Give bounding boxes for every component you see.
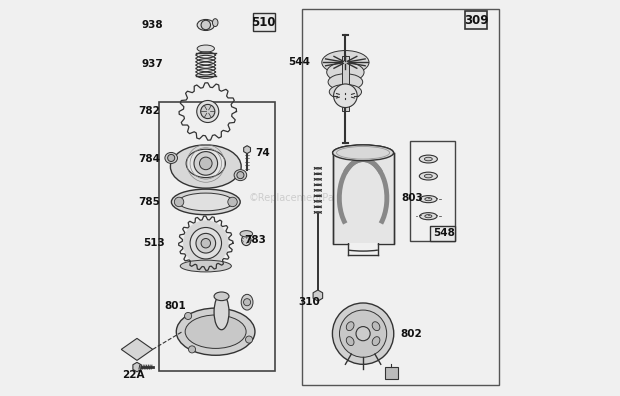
Text: 544: 544 [288,57,310,67]
Text: 548: 548 [433,228,454,238]
Ellipse shape [372,337,380,346]
Ellipse shape [425,157,432,161]
Ellipse shape [329,84,361,99]
Bar [159,102,275,371]
Circle shape [188,346,195,353]
Circle shape [340,310,387,357]
Text: 513: 513 [143,238,165,248]
Ellipse shape [419,172,437,180]
Circle shape [200,157,212,170]
Ellipse shape [322,51,369,74]
Circle shape [237,171,244,179]
Ellipse shape [171,189,240,215]
Ellipse shape [332,145,394,161]
Ellipse shape [420,196,437,203]
Ellipse shape [327,62,364,82]
Polygon shape [244,146,250,154]
Circle shape [201,238,211,248]
Circle shape [185,312,192,320]
Circle shape [244,299,250,306]
Ellipse shape [186,149,226,177]
Ellipse shape [240,230,252,237]
Polygon shape [133,362,141,372]
Text: 801: 801 [164,301,186,311]
Circle shape [356,327,370,341]
Text: 785: 785 [138,197,160,207]
Ellipse shape [180,260,231,272]
Polygon shape [122,338,153,360]
Ellipse shape [241,294,253,310]
Bar [466,11,487,29]
Ellipse shape [328,74,363,90]
Ellipse shape [214,292,229,301]
Text: 803: 803 [401,193,423,203]
Circle shape [190,227,221,259]
Circle shape [174,197,184,207]
Ellipse shape [170,145,241,188]
Ellipse shape [425,174,432,178]
Ellipse shape [332,145,394,161]
Ellipse shape [234,169,247,181]
Text: 309: 309 [464,13,489,27]
Text: 802: 802 [401,329,422,339]
Circle shape [196,233,216,253]
Ellipse shape [242,234,251,246]
Bar [342,57,348,112]
Circle shape [201,105,215,118]
Text: 74: 74 [255,148,270,158]
Ellipse shape [420,213,437,220]
Text: 782: 782 [138,107,160,116]
Circle shape [334,84,357,108]
Bar [253,13,275,31]
Ellipse shape [419,155,437,163]
Ellipse shape [165,152,177,164]
Ellipse shape [372,322,380,331]
Circle shape [332,303,394,364]
Text: 937: 937 [141,59,163,69]
Text: 783: 783 [244,235,266,245]
Ellipse shape [425,215,432,218]
Ellipse shape [176,308,255,355]
Ellipse shape [213,19,218,27]
Text: 510: 510 [252,15,276,29]
Ellipse shape [347,337,354,346]
Bar [334,153,393,243]
Circle shape [194,152,218,175]
Ellipse shape [347,322,354,331]
Polygon shape [313,290,322,301]
Ellipse shape [425,198,432,201]
Ellipse shape [185,315,246,348]
Text: 310: 310 [298,297,320,307]
Text: 938: 938 [141,20,163,30]
Ellipse shape [214,294,229,330]
Text: ©ReplacementParts.com: ©ReplacementParts.com [249,193,371,203]
Ellipse shape [197,19,215,30]
Ellipse shape [179,193,233,211]
Text: 784: 784 [138,154,160,164]
Circle shape [246,336,252,343]
Ellipse shape [197,45,215,52]
Circle shape [167,154,175,162]
Bar [302,9,498,385]
Bar [430,226,456,241]
Bar [410,141,456,241]
Bar [385,367,399,379]
Text: 22A: 22A [122,370,144,380]
Circle shape [201,20,211,30]
Circle shape [197,101,219,122]
Circle shape [183,221,229,266]
Circle shape [228,197,237,207]
